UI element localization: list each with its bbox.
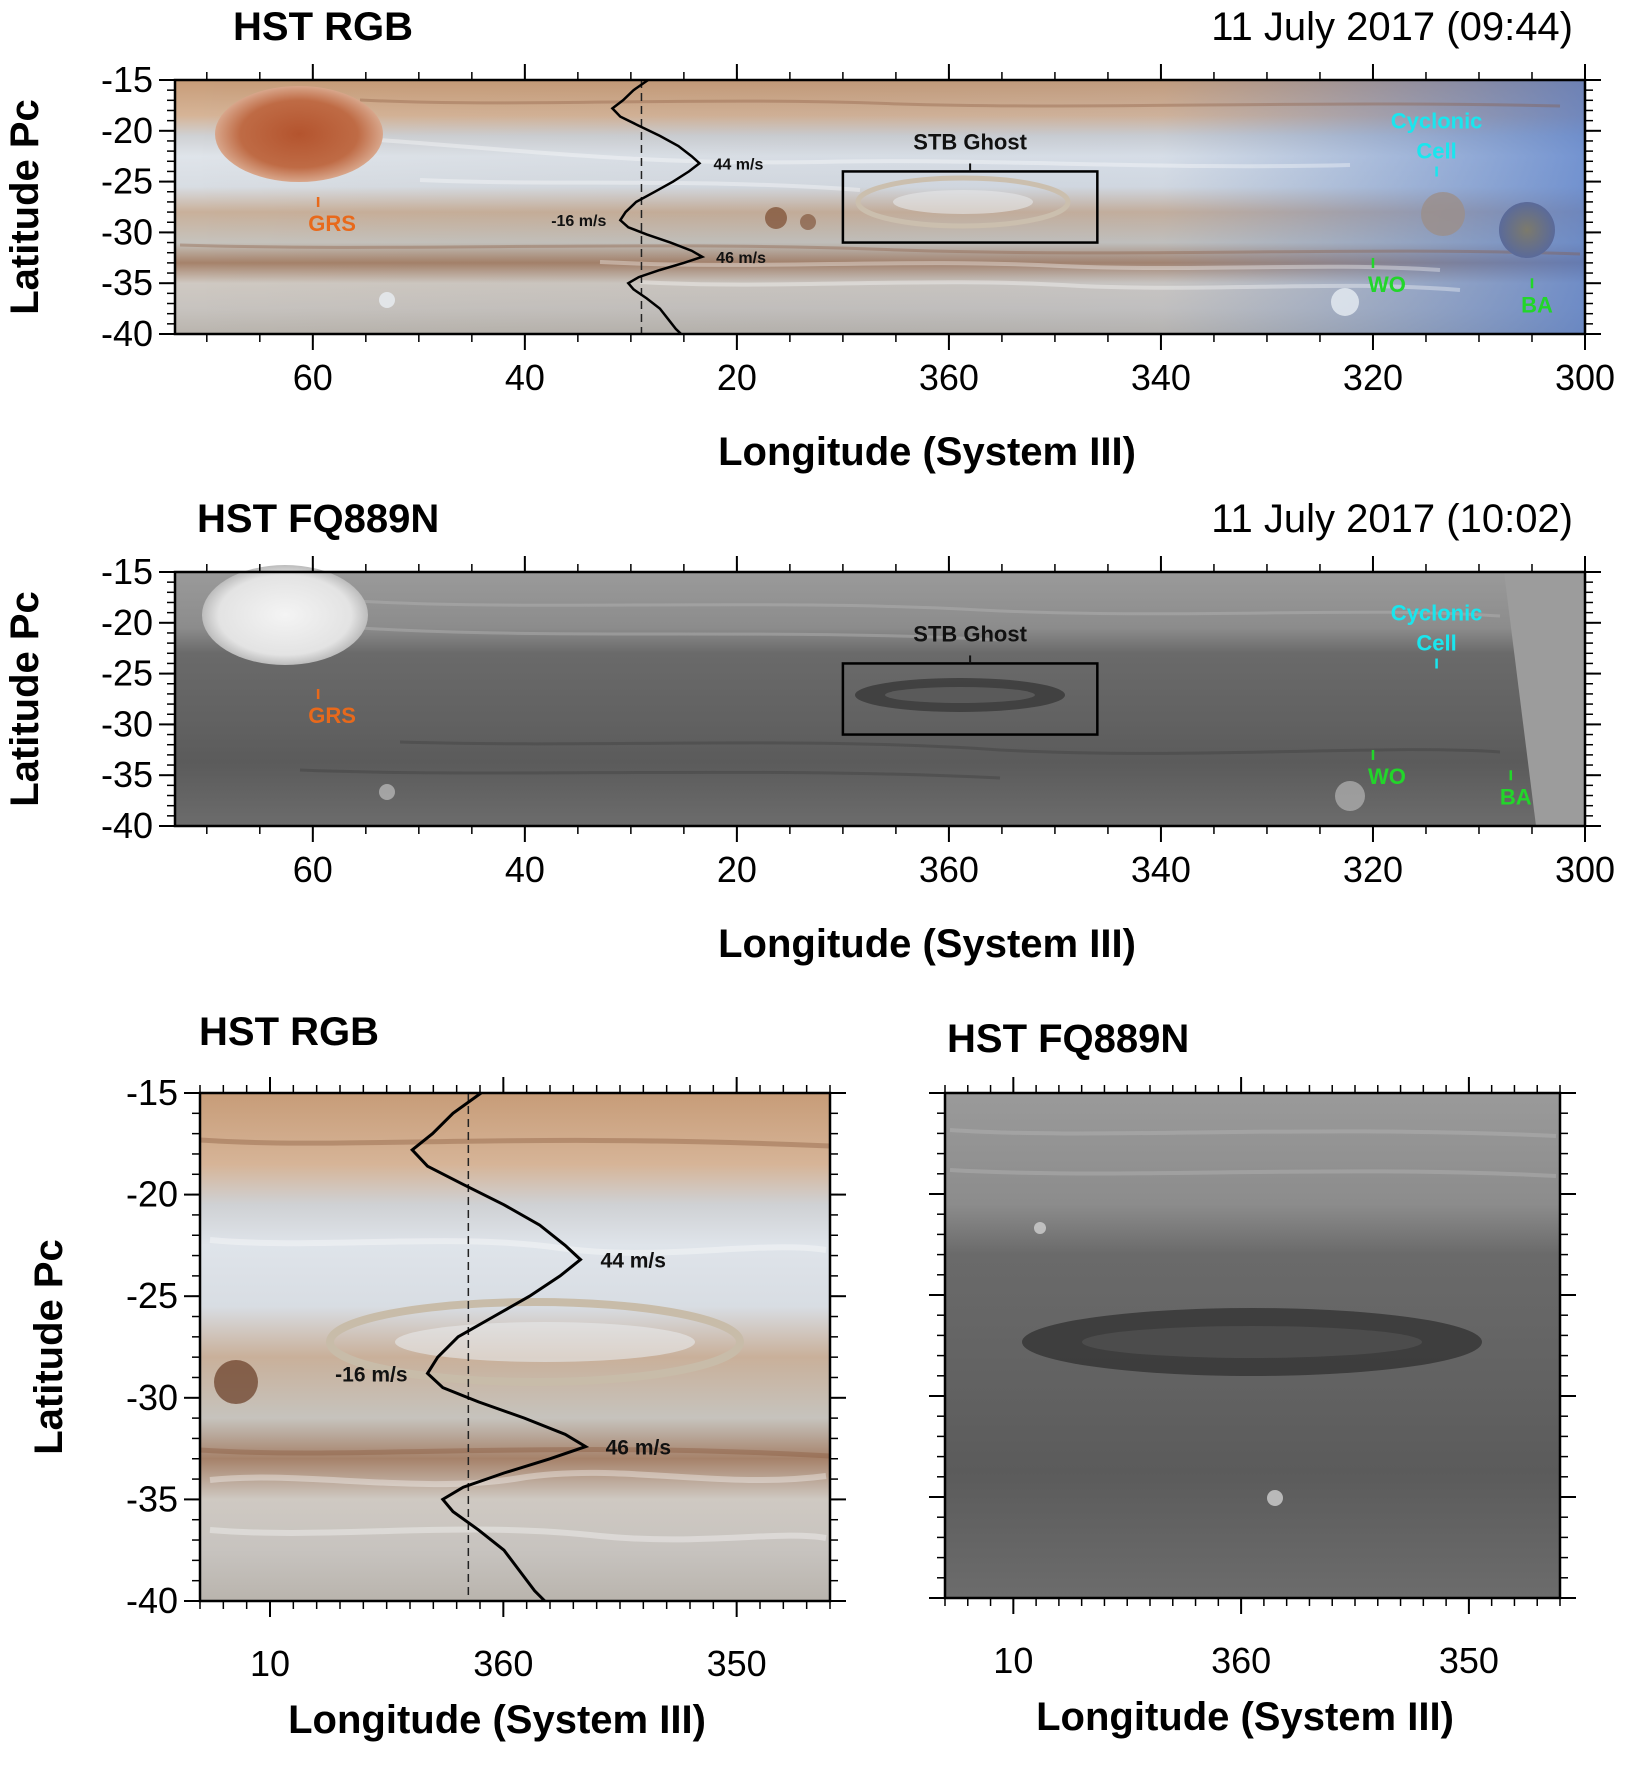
x-tick-label: 340 <box>1131 849 1191 890</box>
panel-bottom-left-rgb: HST RGB 44 m/s -16 m/s 46 m/s 10 360 350 -15 -… <box>27 1010 846 1742</box>
x-tick-label: 360 <box>1211 1640 1271 1681</box>
wind-speed-label: 46 m/s <box>716 250 766 267</box>
y-tick-label: -20 <box>101 602 153 643</box>
plot-frame <box>198 1091 832 1603</box>
x-axis-label: Longitude (System III) <box>718 922 1136 966</box>
stb-ghost-label: STB Ghost <box>913 129 1027 154</box>
panel-top-rgb: HST RGB 11 July 2017 (09:44) <box>3 5 1615 474</box>
x-axis-label: Longitude (System III) <box>288 1698 706 1742</box>
x-tick-label: 360 <box>473 1643 533 1684</box>
map-image <box>175 565 1585 826</box>
y-tick-label: -40 <box>101 313 153 354</box>
panel-title: HST RGB <box>233 5 413 49</box>
panel-middle-fq889n: HST FQ889N 11 July 2017 (10:02) STB Ghos… <box>3 497 1615 966</box>
y-tick-label: -30 <box>126 1377 178 1418</box>
panel-date: 11 July 2017 (10:02) <box>1211 497 1573 541</box>
y-tick-label: -20 <box>126 1174 178 1215</box>
x-tick-label: 20 <box>717 849 757 890</box>
feature-labels: GRS Cyclonic Cell WO BA <box>308 109 1553 318</box>
wind-profile-curve <box>409 1091 590 1603</box>
x-tick-label: 320 <box>1343 357 1403 398</box>
y-tick-label: -20 <box>101 110 153 151</box>
x-tick-label: 40 <box>505 357 545 398</box>
y-tick-label: -15 <box>101 551 153 592</box>
panel-title: HST FQ889N <box>947 1017 1189 1061</box>
y-axis-label: Latitude Pc <box>27 1239 71 1455</box>
y-tick-label: -40 <box>126 1580 178 1621</box>
map-image <box>199 1093 831 1601</box>
x-tick-label: 10 <box>993 1640 1033 1681</box>
y-tick-label: -35 <box>101 262 153 303</box>
y-tick-label: -25 <box>101 653 153 694</box>
y-axis-label: Latitude Pc <box>3 99 47 315</box>
wind-speed-label: -16 m/s <box>335 1363 407 1386</box>
wind-speed-label: 46 m/s <box>606 1437 671 1460</box>
x-tick-label: 60 <box>293 849 333 890</box>
wind-profile-curve <box>610 78 706 335</box>
panel-bottom-right-fq889n: HST FQ889N 10 360 350 Longitude (System II… <box>929 1017 1576 1739</box>
x-tick-label: 60 <box>293 357 333 398</box>
x-axis-label: Longitude (System III) <box>1036 1695 1454 1739</box>
y-tick-label: -40 <box>101 805 153 846</box>
plot-frame <box>943 1091 1562 1600</box>
x-tick-label: 340 <box>1131 357 1191 398</box>
y-tick-label: -25 <box>101 161 153 202</box>
ba-label: BA <box>1521 292 1553 317</box>
wind-speed-label: -16 m/s <box>551 213 606 230</box>
x-tick-label: 20 <box>717 357 757 398</box>
y-tick-label: -30 <box>101 703 153 744</box>
wind-speed-label: 44 m/s <box>714 156 764 173</box>
y-axis-label: Latitude Pc <box>3 591 47 807</box>
axes: 10 360 350 -15 -20 -25 -30 -35 -40 <box>126 1072 846 1684</box>
ba-label: BA <box>1500 784 1532 809</box>
plot-frame <box>173 78 1587 336</box>
axes: 60 40 20 360 340 320 300 -15 -20 -25 -30 -35 -40 <box>101 551 1615 890</box>
cyclonic-cell-label: Cyclonic <box>1391 601 1483 626</box>
grs-label: GRS <box>308 211 356 236</box>
y-tick-label: -15 <box>101 59 153 100</box>
plot-frame <box>173 570 1587 828</box>
panel-title: HST FQ889N <box>197 497 439 541</box>
panel-date: 11 July 2017 (09:44) <box>1211 5 1573 49</box>
stb-ghost-box: STB Ghost <box>841 129 1099 244</box>
x-tick-label: 350 <box>1439 1640 1499 1681</box>
cyclonic-cell-label: Cyclonic <box>1391 109 1483 134</box>
y-tick-label: -30 <box>101 211 153 252</box>
map-image <box>175 80 1585 334</box>
x-tick-label: 300 <box>1555 849 1615 890</box>
x-tick-label: 10 <box>250 1643 290 1684</box>
wind-profile: 44 m/s -16 m/s 46 m/s <box>335 1091 671 1603</box>
panel-title: HST RGB <box>199 1010 379 1054</box>
x-tick-label: 360 <box>919 357 979 398</box>
x-tick-label: 40 <box>505 849 545 890</box>
wo-label: WO <box>1368 764 1406 789</box>
cyclonic-cell-label: Cell <box>1416 139 1456 164</box>
y-tick-label: -15 <box>126 1072 178 1113</box>
y-tick-label: -35 <box>126 1478 178 1519</box>
x-tick-label: 320 <box>1343 849 1403 890</box>
axes: 10 360 350 <box>929 1077 1576 1681</box>
stb-ghost-box: STB Ghost <box>841 621 1099 736</box>
cyclonic-cell-label: Cell <box>1416 631 1456 656</box>
y-tick-label: -25 <box>126 1275 178 1316</box>
stb-ghost-label: STB Ghost <box>913 621 1027 646</box>
axes: 60 40 20 360 340 320 300 -15 -20 -25 -30 -35 -40 <box>101 59 1615 398</box>
x-tick-label: 360 <box>919 849 979 890</box>
x-tick-label: 300 <box>1555 357 1615 398</box>
wo-label: WO <box>1368 272 1406 297</box>
map-image <box>945 1093 1560 1598</box>
feature-labels: GRS Cyclonic Cell WO BA <box>308 601 1532 810</box>
wind-speed-label: 44 m/s <box>601 1250 666 1273</box>
grs-label: GRS <box>308 703 356 728</box>
y-tick-label: -35 <box>101 754 153 795</box>
x-tick-label: 350 <box>707 1643 767 1684</box>
wind-profile: 44 m/s -16 m/s 46 m/s <box>551 78 766 335</box>
x-axis-label: Longitude (System III) <box>718 430 1136 474</box>
